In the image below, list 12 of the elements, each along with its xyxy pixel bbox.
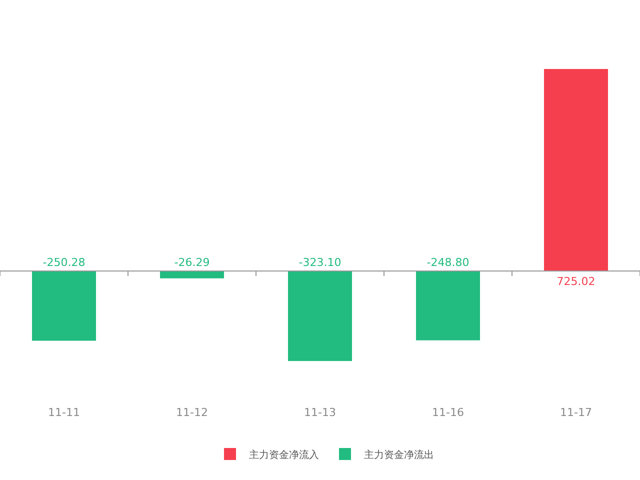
legend-label: 主力资金净流出 [364, 449, 434, 461]
x-tick-label: 11-16 [432, 406, 464, 419]
data-label: 725.02 [556, 275, 596, 288]
x-tick-label: 11-12 [176, 406, 208, 419]
data-label: -323.10 [298, 256, 342, 269]
data-label: -250.28 [42, 256, 86, 269]
data-label: -248.80 [426, 256, 470, 269]
x-tick-label: 11-17 [560, 406, 592, 419]
x-tick-label: 11-11 [48, 406, 80, 419]
data-label: -26.29 [174, 256, 210, 269]
legend-label: 主力资金净流入 [249, 449, 319, 461]
x-tick-label: 11-13 [304, 406, 336, 419]
